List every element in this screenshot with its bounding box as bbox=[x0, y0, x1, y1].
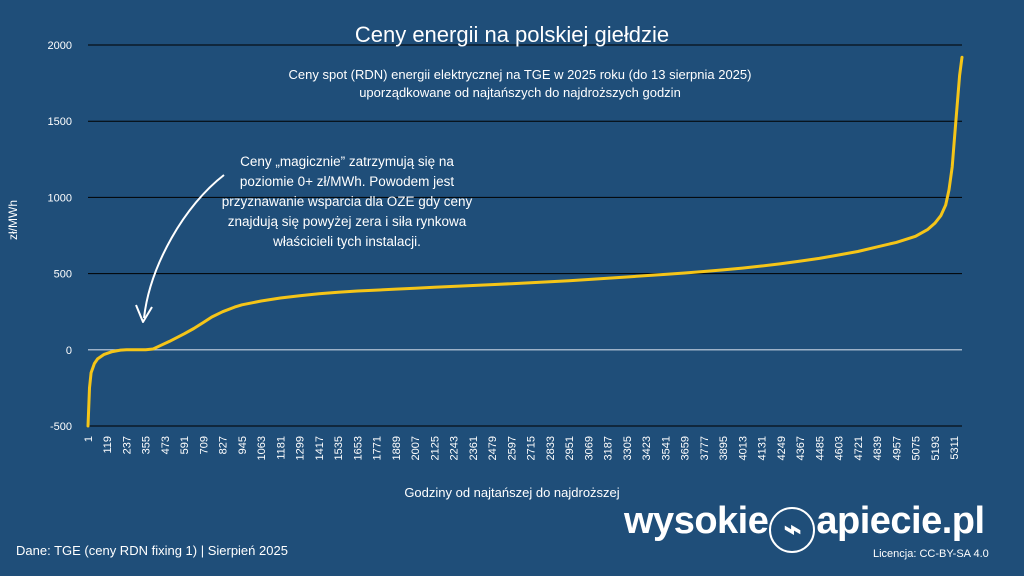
y-tick-label: 2000 bbox=[48, 40, 72, 52]
x-tick-label: 5193 bbox=[930, 436, 942, 460]
x-tick-label: 2597 bbox=[506, 436, 518, 460]
subtitle-line-2: uporządkowane od najtańszych do najdrożs… bbox=[359, 85, 681, 100]
x-tick-label: 5075 bbox=[911, 436, 923, 460]
y-tick-label: 500 bbox=[54, 269, 72, 281]
x-tick-label: 355 bbox=[141, 436, 153, 454]
x-tick-label: 473 bbox=[160, 436, 172, 454]
x-tick-label: 2833 bbox=[545, 436, 557, 460]
x-tick-label: 1653 bbox=[352, 436, 364, 460]
x-tick-label: 4957 bbox=[891, 436, 903, 460]
x-tick-label: 3541 bbox=[660, 436, 672, 460]
x-tick-label: 5311 bbox=[949, 436, 961, 460]
x-tick-label: 3187 bbox=[603, 436, 615, 460]
x-tick-label: 4013 bbox=[737, 436, 749, 460]
x-tick-label: 4485 bbox=[814, 436, 826, 460]
x-tick-label: 4839 bbox=[872, 436, 884, 460]
x-tick-label: 3895 bbox=[718, 436, 730, 460]
y-tick-label: 1500 bbox=[48, 116, 72, 128]
x-tick-label: 2243 bbox=[449, 436, 461, 460]
x-tick-label: 2715 bbox=[526, 436, 538, 460]
y-axis-label: zł/MWh bbox=[6, 200, 20, 240]
x-tick-label: 3659 bbox=[680, 436, 692, 460]
x-tick-label: 591 bbox=[179, 436, 191, 454]
x-tick-label: 2125 bbox=[429, 436, 441, 460]
brand-text-right: apiecie.pl bbox=[816, 500, 985, 542]
x-tick-label: 4367 bbox=[795, 436, 807, 460]
x-tick-label: 4249 bbox=[776, 436, 788, 460]
x-tick-label: 1889 bbox=[391, 436, 403, 460]
x-tick-label: 3777 bbox=[699, 436, 711, 460]
x-tick-label: 1299 bbox=[295, 436, 307, 460]
x-tick-label: 2951 bbox=[564, 436, 576, 460]
y-tick-label: 1000 bbox=[48, 192, 72, 204]
price-series-line bbox=[86, 55, 964, 428]
x-tick-label: 2361 bbox=[468, 436, 480, 460]
annotation-arrow bbox=[143, 174, 225, 319]
annotation-arrowhead-icon bbox=[135, 304, 153, 323]
x-tick-label: 1 bbox=[83, 436, 95, 442]
x-tick-label: 3069 bbox=[583, 436, 595, 460]
x-tick-label: 1417 bbox=[314, 436, 326, 460]
y-tick-label: 0 bbox=[66, 345, 72, 357]
subtitle-line-1: Ceny spot (RDN) energii elektrycznej na … bbox=[288, 67, 752, 82]
lightning-bolt-icon: ⌁ bbox=[769, 507, 816, 553]
license-note: Licencja: CC-BY-SA 4.0 bbox=[873, 548, 989, 560]
x-tick-label: 119 bbox=[102, 436, 114, 454]
x-tick-label: 945 bbox=[237, 436, 249, 454]
brand-text-left: wysokie bbox=[624, 500, 769, 542]
x-tick-label: 4721 bbox=[853, 436, 865, 460]
x-axis-label: Godziny od najtańszej do najdroższej bbox=[404, 485, 620, 500]
annotation-text: Ceny „magicznie” zatrzymują się na pozio… bbox=[221, 154, 473, 249]
chart-subtitle: Ceny spot (RDN) energii elektrycznej na … bbox=[230, 66, 810, 102]
x-tick-label: 4603 bbox=[834, 436, 846, 460]
x-tick-label: 3423 bbox=[641, 436, 653, 460]
x-tick-label: 3305 bbox=[622, 436, 634, 460]
x-tick-label: 709 bbox=[198, 436, 210, 454]
x-tick-label: 1181 bbox=[275, 436, 287, 460]
y-tick-label: -500 bbox=[50, 421, 72, 433]
chart-title: Ceny energii na polskiej giełdzie bbox=[354, 22, 670, 47]
x-tick-label: 1771 bbox=[372, 436, 384, 460]
x-tick-label: 237 bbox=[121, 436, 133, 454]
x-tick-label: 4131 bbox=[757, 436, 769, 460]
x-tick-label: 1063 bbox=[256, 436, 268, 460]
brand-logo: wysokie ⌁ apiecie.pl bbox=[624, 500, 985, 553]
x-tick-label: 2479 bbox=[487, 436, 499, 460]
x-tick-label: 827 bbox=[218, 436, 230, 454]
source-note: Dane: TGE (ceny RDN fixing 1) | Sierpień… bbox=[16, 543, 288, 558]
x-tick-label: 1535 bbox=[333, 436, 345, 460]
x-tick-label: 2007 bbox=[410, 436, 422, 460]
